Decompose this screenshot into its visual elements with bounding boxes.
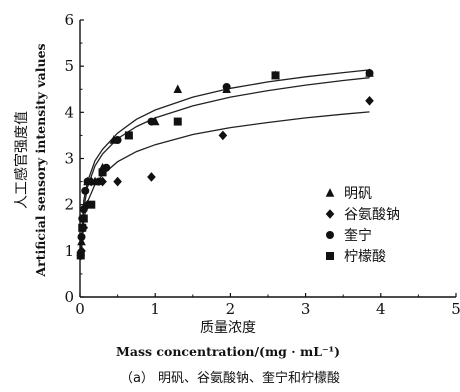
legend-label: 柠檬酸: [344, 249, 386, 265]
y-tick-label: 0: [64, 288, 74, 306]
point-diamond: [77, 246, 86, 256]
fit-curves: [80, 69, 370, 261]
point-square: [76, 251, 85, 260]
x-tick-label: 4: [376, 300, 386, 318]
point-square: [271, 71, 280, 80]
legend-marker-diamond: [325, 209, 335, 219]
point-triangle: [173, 84, 183, 93]
fit-curve: [80, 77, 370, 256]
tick-labels: 0 1 2 3 4 5 0 1 2 3 4 5 6: [64, 11, 460, 318]
point-triangle: [77, 236, 86, 246]
y-tick-label: 4: [64, 103, 74, 121]
point-circle: [147, 117, 156, 126]
y-tick-label: 6: [64, 11, 74, 29]
point-circle: [77, 232, 86, 241]
legend-label: 奎宁: [344, 227, 372, 244]
data-points: [76, 68, 374, 260]
x-tick-label: 2: [226, 300, 236, 318]
x-axis-title-en: Mass concentration/(mg · mL⁻¹): [116, 344, 340, 359]
fit-curve: [80, 69, 370, 251]
legend-label: 谷氨酸钠: [344, 207, 400, 223]
legend-label: 明矾: [344, 186, 372, 202]
point-circle: [83, 177, 92, 186]
point-square: [78, 223, 87, 232]
x-tick-label: 5: [451, 300, 460, 318]
point-diamond: [113, 176, 122, 187]
y-axis-title-en: Artificial sensory intensity values: [33, 43, 48, 277]
x-axis-title-cn: 质量浓度: [200, 320, 256, 336]
y-tick-label: 5: [64, 57, 74, 75]
y-tick-label: 2: [64, 196, 74, 214]
point-circle: [79, 205, 88, 214]
point-diamond: [218, 130, 228, 141]
y-tick-label: 3: [64, 150, 74, 168]
x-tick-label: 1: [150, 300, 160, 318]
point-circle: [113, 136, 122, 145]
point-circle: [94, 177, 103, 186]
point-square: [98, 168, 107, 177]
fit-curve: [80, 111, 370, 261]
figure-caption: （a） 明矾、谷氨酸钠、奎宁和柠檬酸: [120, 370, 340, 386]
tick-marks: [79, 19, 457, 298]
y-tick-label: 1: [64, 242, 74, 260]
point-square: [173, 117, 182, 126]
y-axis-title-cn: 人工感官强度值: [13, 111, 30, 209]
x-tick-label: 3: [301, 300, 311, 318]
point-circle: [365, 69, 374, 78]
legend-marker-triangle: [325, 188, 335, 197]
point-circle: [81, 186, 90, 195]
legend-marker-square: [326, 252, 334, 260]
axes: [79, 20, 456, 298]
point-square: [79, 214, 88, 223]
point-square: [87, 200, 96, 209]
point-square: [124, 131, 133, 140]
legend-marker-circle: [326, 231, 334, 239]
point-diamond: [147, 172, 156, 182]
x-tick-label: 0: [75, 300, 85, 318]
point-circle: [222, 82, 231, 91]
point-diamond: [365, 95, 374, 106]
